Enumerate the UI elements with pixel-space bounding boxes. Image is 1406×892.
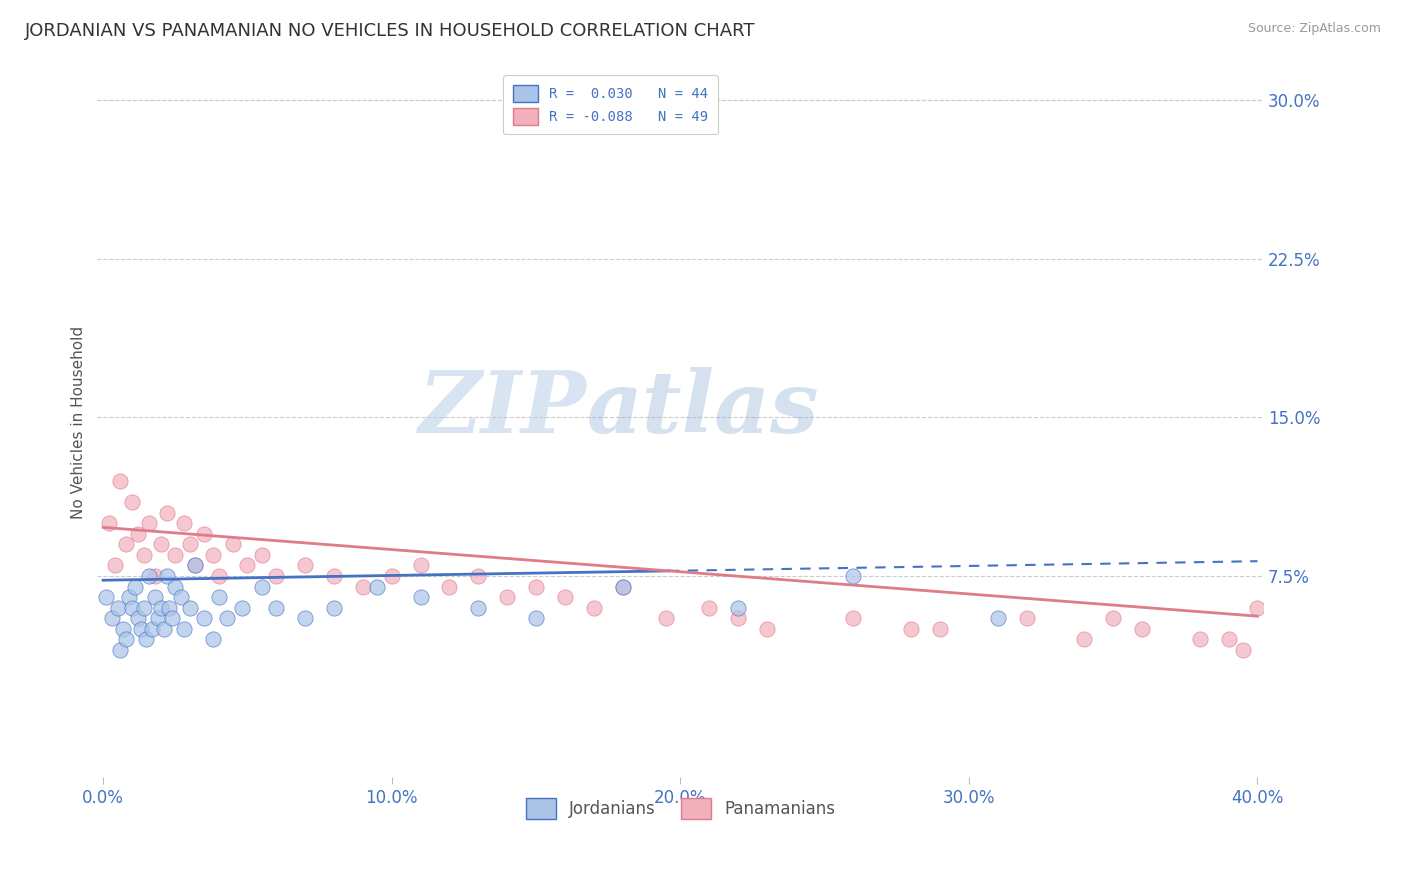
Point xyxy=(146,611,169,625)
Point xyxy=(207,569,229,583)
Point xyxy=(1218,632,1240,647)
Point xyxy=(900,622,922,636)
Point xyxy=(184,558,207,573)
Point xyxy=(323,569,346,583)
Point xyxy=(179,600,201,615)
Point xyxy=(193,611,215,625)
Point xyxy=(323,600,346,615)
Point xyxy=(207,590,229,604)
Point xyxy=(170,590,193,604)
Point xyxy=(381,569,404,583)
Point xyxy=(115,537,138,551)
Point xyxy=(439,580,461,594)
Point xyxy=(201,548,224,562)
Point xyxy=(222,537,245,551)
Point xyxy=(143,590,166,604)
Point xyxy=(112,622,135,636)
Point xyxy=(94,590,117,604)
Point xyxy=(409,590,432,604)
Point xyxy=(104,558,127,573)
Legend: Jordanians, Panamanians: Jordanians, Panamanians xyxy=(519,791,842,825)
Point xyxy=(467,600,489,615)
Point xyxy=(118,590,141,604)
Point xyxy=(135,632,157,647)
Point xyxy=(929,622,952,636)
Point xyxy=(264,600,287,615)
Point xyxy=(149,537,172,551)
Point xyxy=(352,580,374,594)
Point xyxy=(162,611,184,625)
Point xyxy=(121,600,143,615)
Point xyxy=(236,558,259,573)
Point xyxy=(141,622,163,636)
Point xyxy=(173,516,195,530)
Point xyxy=(184,558,207,573)
Point xyxy=(524,580,547,594)
Point xyxy=(107,600,129,615)
Text: atlas: atlas xyxy=(588,367,820,450)
Point xyxy=(294,558,316,573)
Point xyxy=(294,611,316,625)
Point xyxy=(727,600,749,615)
Point xyxy=(179,537,201,551)
Point xyxy=(1246,600,1268,615)
Point xyxy=(138,516,160,530)
Point xyxy=(138,569,160,583)
Point xyxy=(201,632,224,647)
Point xyxy=(165,580,187,594)
Point xyxy=(159,600,181,615)
Point xyxy=(110,474,132,488)
Point xyxy=(121,495,143,509)
Point xyxy=(165,548,187,562)
Point xyxy=(129,622,152,636)
Text: ZIP: ZIP xyxy=(419,367,588,450)
Point xyxy=(264,569,287,583)
Point xyxy=(524,611,547,625)
Point xyxy=(231,600,253,615)
Point xyxy=(1188,632,1211,647)
Point xyxy=(127,611,149,625)
Point xyxy=(755,622,778,636)
Point xyxy=(1073,632,1095,647)
Point xyxy=(612,580,634,594)
Point xyxy=(101,611,124,625)
Point xyxy=(582,600,605,615)
Point xyxy=(250,580,273,594)
Point xyxy=(655,611,678,625)
Point xyxy=(987,611,1010,625)
Point xyxy=(496,590,519,604)
Point xyxy=(132,600,155,615)
Point xyxy=(842,611,865,625)
Point xyxy=(149,600,172,615)
Point xyxy=(124,580,146,594)
Point xyxy=(155,569,177,583)
Point xyxy=(366,580,388,594)
Point xyxy=(1015,611,1038,625)
Point xyxy=(554,590,576,604)
Point xyxy=(697,600,720,615)
Point xyxy=(155,506,177,520)
Point xyxy=(250,548,273,562)
Point xyxy=(152,622,174,636)
Point xyxy=(842,569,865,583)
Point xyxy=(127,526,149,541)
Point xyxy=(1130,622,1153,636)
Point xyxy=(132,548,155,562)
Point xyxy=(110,643,132,657)
Point xyxy=(97,516,120,530)
Point xyxy=(409,558,432,573)
Point xyxy=(727,611,749,625)
Point xyxy=(217,611,239,625)
Point xyxy=(1232,643,1254,657)
Text: JORDANIAN VS PANAMANIAN NO VEHICLES IN HOUSEHOLD CORRELATION CHART: JORDANIAN VS PANAMANIAN NO VEHICLES IN H… xyxy=(25,22,756,40)
Point xyxy=(467,569,489,583)
Y-axis label: No Vehicles in Household: No Vehicles in Household xyxy=(72,326,86,519)
Point xyxy=(143,569,166,583)
Point xyxy=(1102,611,1125,625)
Point xyxy=(193,526,215,541)
Point xyxy=(612,580,634,594)
Text: Source: ZipAtlas.com: Source: ZipAtlas.com xyxy=(1247,22,1381,36)
Point xyxy=(173,622,195,636)
Point xyxy=(115,632,138,647)
